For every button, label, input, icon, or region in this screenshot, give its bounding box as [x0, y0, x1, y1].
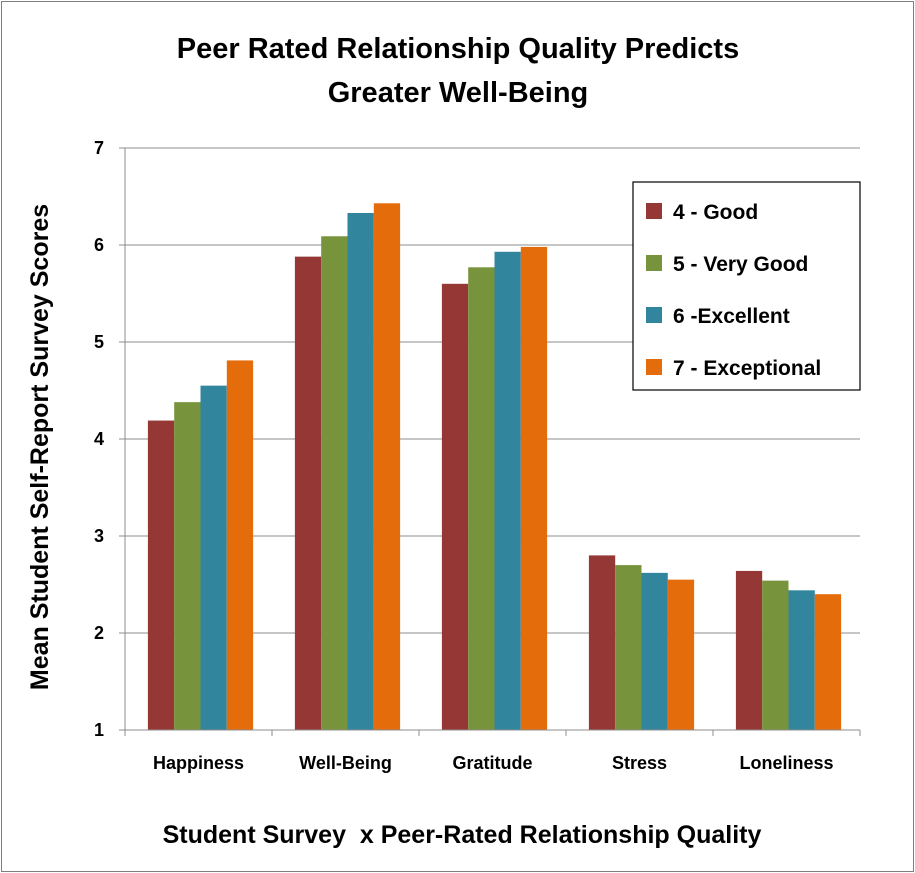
- y-tick-label: 5: [94, 332, 104, 352]
- y-tick-label: 7: [94, 138, 104, 158]
- legend-swatch: [646, 307, 662, 323]
- legend-label: 7 - Exceptional: [673, 357, 821, 380]
- legend-swatch: [646, 203, 662, 219]
- bar-well-being-7: [373, 203, 401, 731]
- bar-gratitude-7: [520, 246, 548, 730]
- bar-gratitude-4: [441, 283, 469, 730]
- chart-title-line-2: Greater Well-Being: [328, 77, 589, 109]
- legend-label: 5 - Very Good: [673, 253, 808, 276]
- bar-loneliness-6: [788, 590, 815, 730]
- legend-label: 6 -Excellent: [673, 305, 790, 328]
- y-tick-label: 3: [94, 526, 104, 546]
- x-category-label: Happiness: [153, 753, 244, 773]
- y-tick-label: 1: [94, 720, 104, 740]
- legend-box: [632, 181, 861, 391]
- x-axis-title: Student Survey x Peer-Rated Relationship…: [163, 821, 762, 849]
- bar-well-being-6: [347, 212, 374, 731]
- bar-happiness-6: [200, 385, 227, 730]
- bar-stress-7: [667, 579, 695, 730]
- legend: 4 - Good 5 - Very Good 6 -Excellent 7 - Exc…: [632, 181, 861, 391]
- x-category-label: Well-Being: [299, 753, 392, 773]
- bar-stress-6: [641, 572, 668, 730]
- bar-well-being-4: [294, 256, 322, 730]
- x-category-label: Loneliness: [739, 753, 833, 773]
- bar-happiness-4: [147, 420, 175, 730]
- x-category-label: Stress: [612, 753, 667, 773]
- bar-happiness-5: [174, 402, 201, 730]
- x-category-label: Gratitude: [452, 753, 532, 773]
- y-tick-label: 4: [94, 429, 104, 449]
- legend-swatch: [646, 255, 662, 271]
- bar-loneliness-7: [814, 594, 842, 730]
- bar-gratitude-6: [494, 251, 521, 731]
- bar-loneliness-5: [762, 580, 789, 730]
- bar-stress-4: [588, 555, 616, 730]
- bar-gratitude-5: [468, 267, 495, 730]
- legend-label: 4 - Good: [673, 201, 758, 224]
- y-tick-label: 6: [94, 235, 104, 255]
- bar-loneliness-4: [735, 570, 763, 730]
- chart-title-line-1: Peer Rated Relationship Quality Predicts: [177, 33, 739, 65]
- legend-swatch: [646, 359, 662, 375]
- y-axis-title: Mean Student Self-Report Survey Scores: [26, 204, 54, 690]
- y-tick-label: 2: [94, 623, 104, 643]
- bar-happiness-7: [226, 360, 254, 730]
- bar-well-being-5: [321, 236, 348, 730]
- bar-stress-5: [615, 565, 642, 730]
